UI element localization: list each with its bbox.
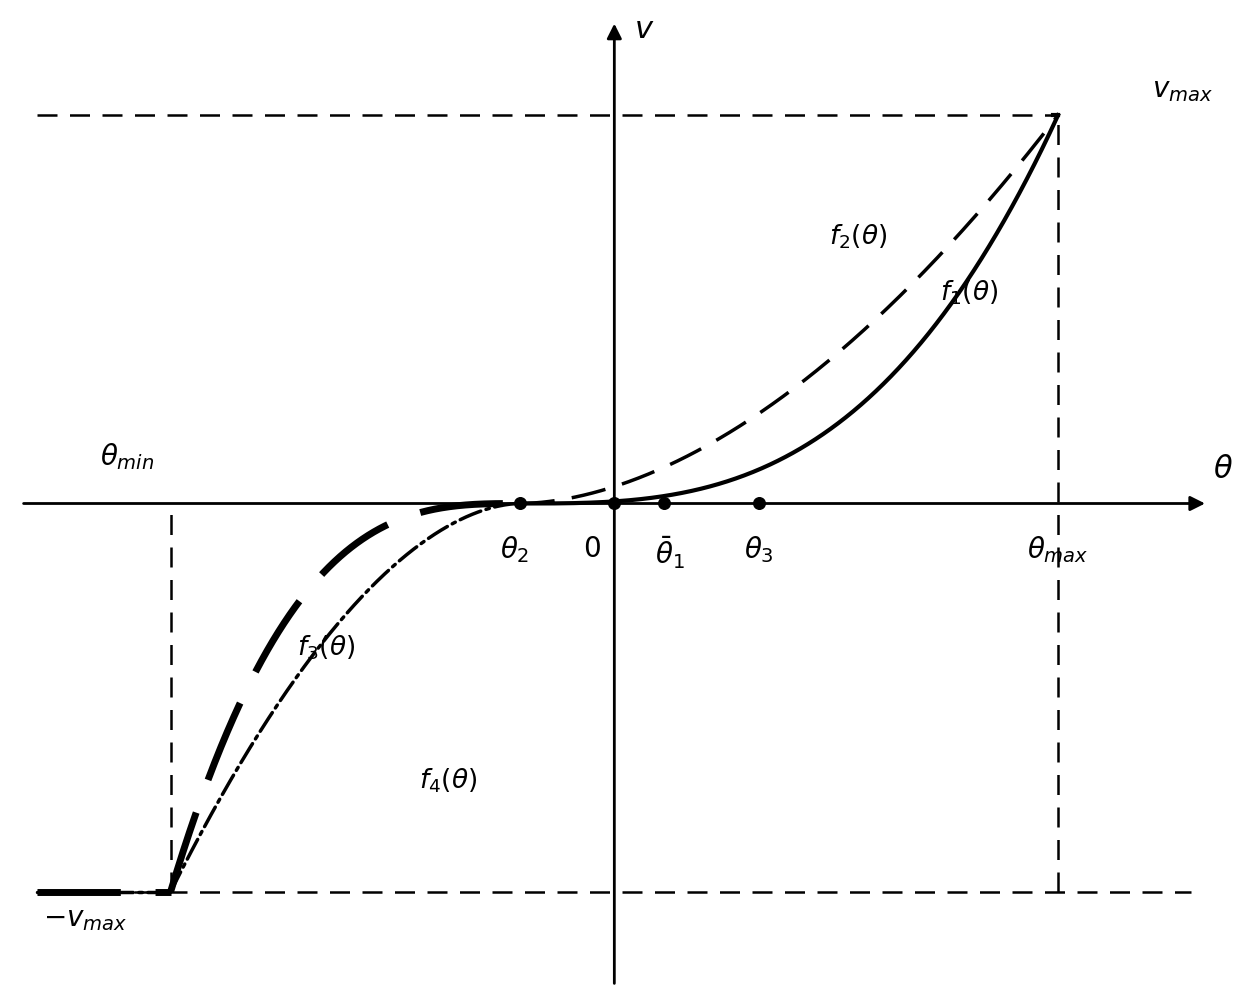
Point [749, 495, 769, 512]
Text: $\theta$: $\theta$ [1214, 454, 1234, 483]
Text: $\bar{\theta}_1$: $\bar{\theta}_1$ [655, 535, 684, 571]
Text: $f_1(\theta)$: $f_1(\theta)$ [940, 278, 998, 307]
Point [655, 495, 675, 512]
Text: $\theta_2$: $\theta_2$ [500, 535, 529, 565]
Point [510, 495, 529, 512]
Text: $f_4(\theta)$: $f_4(\theta)$ [419, 766, 477, 796]
Text: $\theta_{min}$: $\theta_{min}$ [99, 442, 154, 472]
Point [604, 495, 624, 512]
Text: $v_{max}$: $v_{max}$ [1152, 77, 1214, 104]
Text: $v$: $v$ [635, 15, 655, 44]
Text: $f_3(\theta)$: $f_3(\theta)$ [296, 633, 355, 662]
Text: $\theta_{max}$: $\theta_{max}$ [1027, 535, 1089, 565]
Text: $0$: $0$ [583, 535, 601, 563]
Text: $-v_{max}$: $-v_{max}$ [43, 905, 128, 933]
Text: $f_2(\theta)$: $f_2(\theta)$ [830, 223, 888, 252]
Text: $\theta_3$: $\theta_3$ [744, 535, 774, 565]
